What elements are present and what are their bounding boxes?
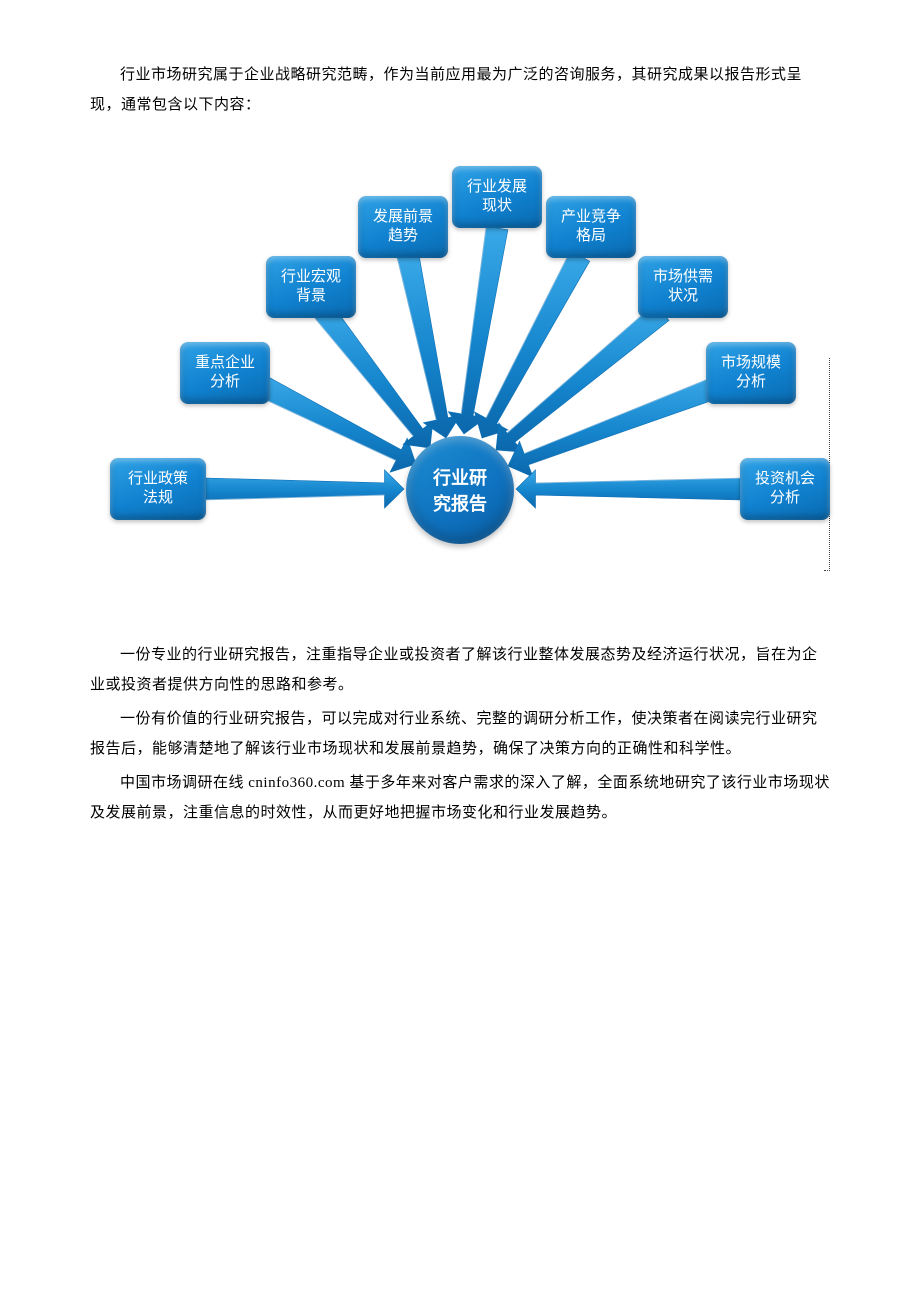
node-invest: 投资机会分析 [740,458,830,520]
node-status: 行业发展现状 [452,166,542,228]
node-supply: 市场供需状况 [638,256,728,318]
connector-status [448,226,508,434]
node-prospect: 发展前景趋势 [358,196,448,258]
node-label-status: 行业发展现状 [461,178,533,216]
connector-keyco [257,376,416,472]
body-paragraph-1: 一份专业的行业研究报告，注重指导企业或投资者了解该行业整体发展态势及经济运行状况… [90,640,830,700]
node-label-keyco: 重点企业分析 [189,354,261,392]
node-label-invest: 投资机会分析 [749,470,821,508]
connector-invest [516,470,740,508]
hub-industry-report: 行业研究报告 [406,436,514,544]
node-policy: 行业政策法规 [110,458,206,520]
node-label-compete: 产业竞争格局 [555,208,627,246]
connector-supply [496,304,669,453]
industry-report-diagram: 行业研究报告 行业政策法规 重点企业分析 行业宏观背景发展前景趋势行业发展现状产业竞争… [90,160,830,600]
node-label-scale: 市场规模分析 [715,354,787,392]
connector-scale [508,376,724,477]
node-label-macro: 行业宏观背景 [275,268,347,306]
connector-prospect [397,254,461,438]
body-paragraph-2: 一份有价值的行业研究报告，可以完成对行业系统、完整的调研分析工作，使决策者在阅读… [90,704,830,764]
connector-compete [475,251,590,438]
node-scale: 市场规模分析 [706,342,796,404]
intro-paragraph: 行业市场研究属于企业战略研究范畴，作为当前应用最为广泛的咨询服务，其研究成果以报… [90,60,830,120]
node-label-supply: 市场供需状况 [647,268,719,306]
body-paragraph-3: 中国市场调研在线 cninfo360.com 基于多年来对客户需求的深入了解，全… [90,768,830,828]
node-label-prospect: 发展前景趋势 [367,208,439,246]
node-label-policy: 行业政策法规 [122,470,194,508]
hub-label: 行业研究报告 [433,464,487,516]
connector-policy [206,470,404,508]
connector-macro [315,305,433,448]
node-compete: 产业竞争格局 [546,196,636,258]
node-keyco: 重点企业分析 [180,342,270,404]
node-macro: 行业宏观背景 [266,256,356,318]
